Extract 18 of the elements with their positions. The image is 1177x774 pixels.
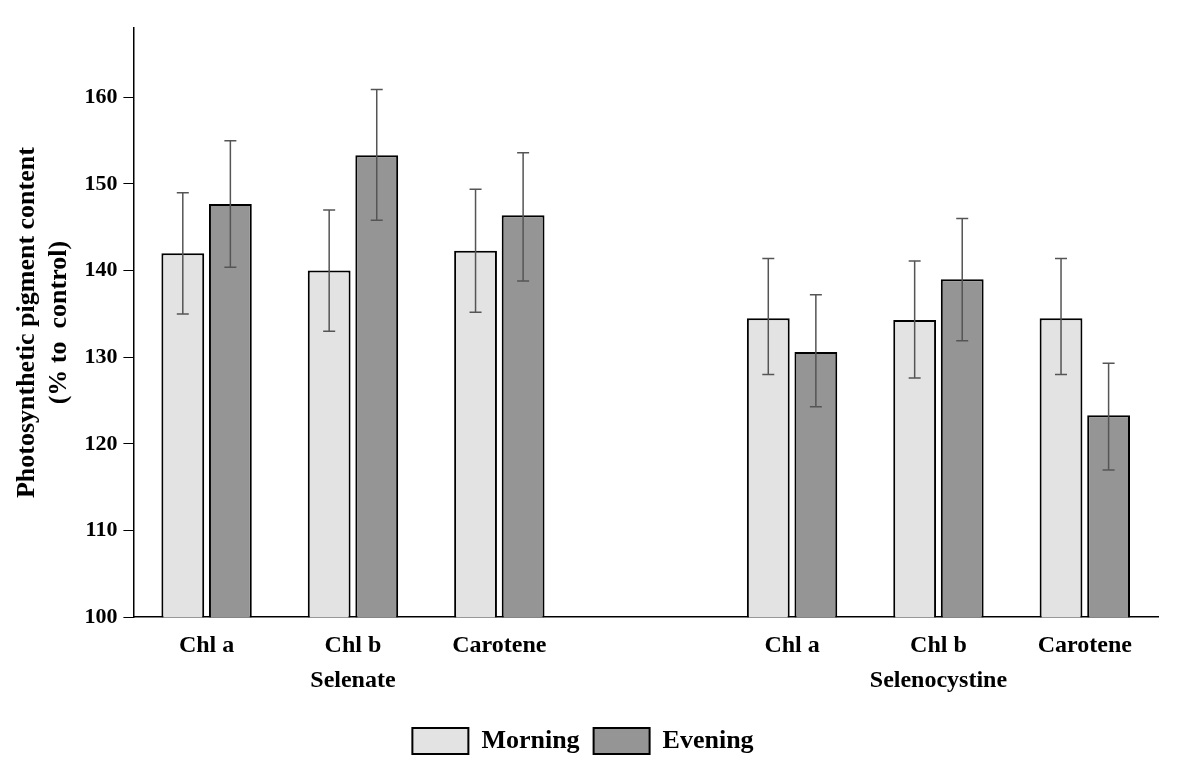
legend-label: Morning [481, 724, 580, 754]
x-tick-label: Chl b [910, 630, 967, 657]
y-tick-label: 130 [84, 342, 118, 368]
text: Selenate [310, 666, 396, 693]
y-tick-label: 120 [84, 429, 118, 455]
x-tick-label: Chl a [178, 630, 235, 657]
y-tick-label: 110 [85, 516, 118, 542]
legend-label: Evening [662, 724, 754, 754]
text: Selenocystine [869, 666, 1008, 693]
y-tick-label: 150 [84, 169, 118, 195]
y-axis-title: Photosynthetic pigment content (% to control) [11, 146, 72, 499]
x-tick-label: Carotene [452, 630, 547, 657]
y-tick-label: 160 [84, 83, 118, 109]
y-tick-label: 100 [84, 602, 118, 628]
x-tick-label: Chl a [764, 630, 820, 657]
x-tick-label: Carotene [1037, 630, 1133, 657]
x-tick-label: Chl b [324, 630, 382, 657]
y-tick-label: 140 [84, 256, 118, 282]
